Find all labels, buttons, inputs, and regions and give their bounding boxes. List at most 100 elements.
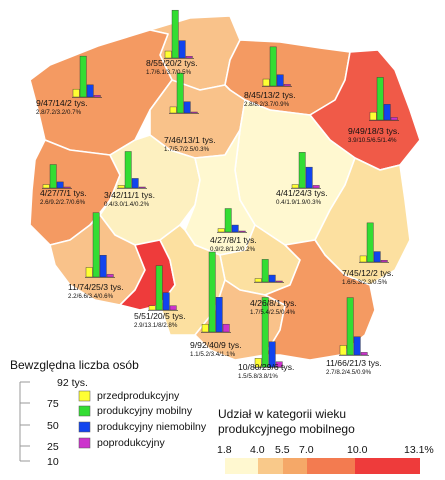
- color-legend-scale: 1.8 4.0 5.5 7.0 10.0 13.1%: [217, 444, 434, 474]
- bar-lodzkie-produkcyjny-mobilny: [224, 208, 232, 233]
- color-legend: Udział w kategorii wieku produkcyjnego m…: [217, 407, 434, 474]
- size-legend-tick: 75: [47, 398, 59, 410]
- bar-group-malopolskie: [254, 297, 284, 368]
- bar-swietokrzyskie-przedprodukcyjny: [254, 278, 262, 283]
- region-label-malopolskie: 10/80/29/6 tys.: [238, 362, 294, 372]
- region-sublabel-podlaskie: 3.9/10.5/6.5/1.4%: [348, 137, 397, 144]
- bars-layer: [42, 9, 399, 368]
- region-sublabel-zachodniopomorskie: 2.8/7.2/3.2/0.7%: [36, 109, 82, 116]
- region-label-dolnoslaskie: 11/74/25/3 tys.: [68, 282, 124, 292]
- bar-group-dolnoslaskie: [85, 212, 115, 278]
- bar-lubelskie-produkcyjny-mobilny: [366, 222, 374, 263]
- bar-opolskie-produkcyjny-niemobilny: [162, 292, 170, 311]
- color-scale-break: 7.0: [299, 444, 314, 456]
- region-label-podlaskie: 9/49/18/3 tys.: [348, 126, 400, 136]
- region-sublabel-mazowieckie: 0.4/1.9/1.9/0.3%: [276, 199, 322, 206]
- color-scale-bin: [258, 458, 283, 474]
- bar-swietokrzyskie-produkcyjny-niemobilny: [268, 274, 276, 283]
- color-legend-title-line1: Udział w kategorii wieku: [218, 407, 346, 421]
- bar-zachodniopomorskie-przedprodukcyjny: [72, 88, 80, 98]
- bar-group-lubuskie: [42, 164, 72, 189]
- bar-lubelskie-przedprodukcyjny: [359, 255, 367, 263]
- region-label-mazowieckie: 4/41/24/3 tys.: [276, 188, 328, 198]
- color-scale-break: 13.1%: [404, 444, 434, 456]
- bar-lubelskie-poprodukcyjny: [380, 260, 388, 263]
- region-sublabel-lodzkie: 0.9/2.8/1.2/0.2%: [210, 246, 256, 253]
- bar-podlaskie-produkcyjny-niemobilny: [383, 104, 391, 121]
- bar-group-pomorskie: [164, 9, 194, 59]
- bar-slaskie-poprodukcyjny: [222, 323, 230, 333]
- color-scale-bin: [307, 458, 355, 474]
- bar-opolskie-przedprodukcyjny: [148, 305, 156, 311]
- region-sublabel-opolskie: 2.9/13.1/8/2.8%: [134, 322, 178, 329]
- bar-slaskie-produkcyjny-mobilny: [208, 251, 216, 333]
- color-scale-break: 10.0: [347, 444, 368, 456]
- bar-mazowieckie-produkcyjny-mobilny: [298, 152, 306, 189]
- size-legend-tick: 25: [47, 441, 59, 453]
- bar-zachodniopomorskie-produkcyjny-niemobilny: [86, 84, 94, 98]
- bar-podlaskie-poprodukcyjny: [390, 117, 398, 121]
- regions-layer: [29, 15, 421, 361]
- bar-kujawsko-pomorskie-produkcyjny-niemobilny: [183, 101, 191, 114]
- region-label-podkarpackie: 11/66/21/3 tys.: [326, 358, 382, 368]
- bar-group-kujawsko-pomorskie: [169, 72, 199, 114]
- bar-lodzkie-produkcyjny-niemobilny: [231, 224, 239, 233]
- bar-mazowieckie-produkcyjny-niemobilny: [305, 166, 313, 189]
- bar-group-swietokrzyskie: [254, 259, 284, 283]
- bar-podkarpackie-produkcyjny-niemobilny: [353, 336, 361, 356]
- color-scale-bin: [355, 458, 420, 474]
- region-sublabel-slaskie: 1.1/5.2/3.4/1.1%: [190, 351, 236, 358]
- region-label-pomorskie: 8/55/20/2 tys.: [146, 58, 198, 68]
- region-sublabel-podkarpackie: 2.7/8.2/4.5/0.9%: [326, 369, 372, 376]
- bar-group-lubelskie: [359, 222, 389, 263]
- bar-pomorskie-przedprodukcyjny: [164, 50, 172, 59]
- region-sublabel-lubuskie: 2.6/9.2/2.7/0.6%: [40, 199, 86, 206]
- color-scale-break: 5.5: [275, 444, 290, 456]
- bar-lubelskie-produkcyjny-niemobilny: [373, 251, 381, 263]
- region-label-slaskie: 9/92/40/9 tys.: [190, 340, 242, 350]
- region-sublabel-lubelskie: 1.6/5.3/2.3/0.5%: [342, 279, 388, 286]
- size-legend-scale: 92 tys. 75 50 25 10: [19, 377, 88, 468]
- bar-dolnoslaskie-produkcyjny-mobilny: [92, 212, 100, 278]
- bar-slaskie-przedprodukcyjny: [201, 323, 209, 333]
- bar-lubuskie-produkcyjny-mobilny: [49, 164, 57, 189]
- color-legend-title-line2: produkcyjnego mobilnego: [218, 422, 355, 436]
- size-legend-tick: 10: [47, 456, 59, 468]
- color-scale-break: 1.8: [217, 444, 232, 456]
- bar-lodzkie-poprodukcyjny: [238, 230, 246, 233]
- color-scale-break: 4.0: [250, 444, 265, 456]
- series-swatch: [78, 405, 91, 417]
- region-label-opolskie: 5/51/20/5 tys.: [134, 311, 186, 321]
- bar-podkarpackie-produkcyjny-mobilny: [346, 297, 354, 356]
- bar-kujawsko-pomorskie-produkcyjny-mobilny: [176, 72, 184, 114]
- bar-dolnoslaskie-produkcyjny-niemobilny: [99, 255, 107, 278]
- bar-group-wielkopolskie: [117, 151, 147, 189]
- series-legend-label: przedprodukcyjny: [97, 390, 180, 402]
- bar-kujawsko-pomorskie-poprodukcyjny: [190, 111, 198, 114]
- series-swatch: [78, 390, 91, 402]
- region-label-lubuskie: 4/27/7/1 tys.: [40, 188, 87, 198]
- series-legend: przedprodukcyjny produkcyjny mobilny produ…: [78, 390, 207, 449]
- region-sublabel-wielkopolskie: 0.4/3.0/1.4/0.2%: [104, 201, 150, 208]
- labels-layer: 8/55/20/2 tys.1.7/6.1/3.7/0.5% 9/47/14/2 …: [36, 58, 400, 380]
- bar-wielkopolskie-przedprodukcyjny: [117, 185, 125, 189]
- bar-group-podkarpackie: [339, 297, 369, 356]
- bar-zachodniopomorskie-poprodukcyjny: [93, 95, 101, 98]
- bar-slaskie-produkcyjny-niemobilny: [215, 297, 223, 333]
- series-legend-label: produkcyjny mobilny: [97, 405, 193, 417]
- region-sublabel-swietokrzyskie: 1.7/5.4/2.5/0.4%: [250, 309, 296, 316]
- region-label-zachodniopomorskie: 9/47/14/2 tys.: [36, 98, 88, 108]
- region-sublabel-kujawsko-pomorskie: 1.7/5.7/2.5/0.3%: [164, 146, 210, 153]
- bar-zachodniopomorskie-produkcyjny-mobilny: [79, 55, 87, 98]
- region-label-kujawsko-pomorskie: 7/46/13/1 tys.: [164, 135, 216, 145]
- bar-opolskie-poprodukcyjny: [169, 305, 177, 311]
- region-label-swietokrzyskie: 4/26/8/1 tys.: [250, 298, 297, 308]
- bar-swietokrzyskie-poprodukcyjny: [275, 280, 283, 283]
- region-sublabel-dolnoslaskie: 2.2/6.6/3.4/0.6%: [68, 293, 114, 300]
- size-legend: Bewzględna liczba osób 92 tys. 75 50 25 10: [10, 358, 139, 468]
- bar-opolskie-produkcyjny-mobilny: [155, 265, 163, 311]
- region-sublabel-pomorskie: 1.7/6.1/3.7/0.5%: [146, 69, 192, 76]
- bar-group-podlaskie: [369, 77, 399, 121]
- size-legend-tick: 50: [47, 420, 59, 432]
